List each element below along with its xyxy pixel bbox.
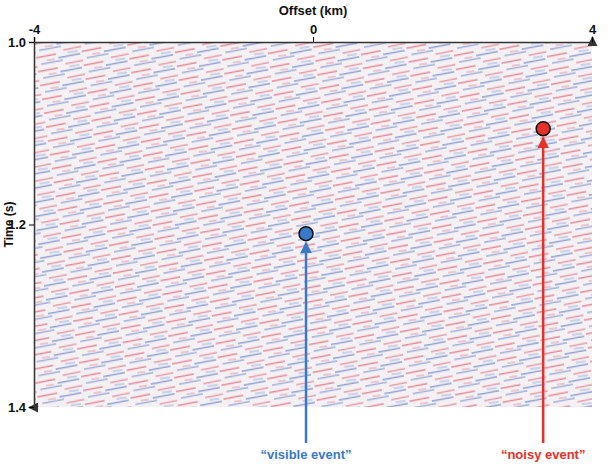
- plot: -4041.01.21.4“visible event”“noisy event…: [8, 22, 597, 462]
- x-axis: -4 0 4: [29, 22, 597, 43]
- x-tick: 0: [310, 22, 317, 42]
- y-axis-line: [29, 43, 35, 408]
- x-tick-mark: [34, 37, 35, 42]
- x-tick-label: 0: [310, 22, 317, 37]
- y-tick: 1.0: [8, 35, 34, 50]
- y-tick-label: 1.4: [8, 400, 27, 415]
- x-tick-mark: [592, 37, 593, 42]
- event-point: [536, 122, 550, 136]
- y-tick: 1.4: [8, 400, 34, 415]
- plot-area: [34, 42, 592, 407]
- y-tick-mark: [29, 225, 34, 226]
- y-tick-mark: [29, 42, 34, 43]
- chart: -4041.01.21.4“visible event”“noisy event…: [0, 0, 612, 471]
- annotation-label: “noisy event”: [501, 447, 586, 462]
- x-tick-label: -4: [29, 22, 41, 37]
- y-tick-mark: [29, 407, 34, 408]
- x-tick-mark: [313, 37, 314, 42]
- y-axis-title: Time (s): [2, 202, 16, 248]
- x-tick-label: 4: [589, 22, 597, 37]
- event-point: [299, 227, 313, 241]
- x-axis-line: [35, 37, 593, 43]
- x-axis-title: Offset (km): [279, 3, 348, 18]
- y-tick-label: 1.0: [8, 35, 26, 50]
- annotation-label: “visible event”: [261, 447, 352, 462]
- seismic-background: [34, 42, 592, 407]
- x-tick: 4: [589, 22, 597, 42]
- annotation-arrow: [305, 243, 308, 443]
- x-tick: -4: [29, 22, 41, 42]
- annotation-arrow: [542, 138, 545, 443]
